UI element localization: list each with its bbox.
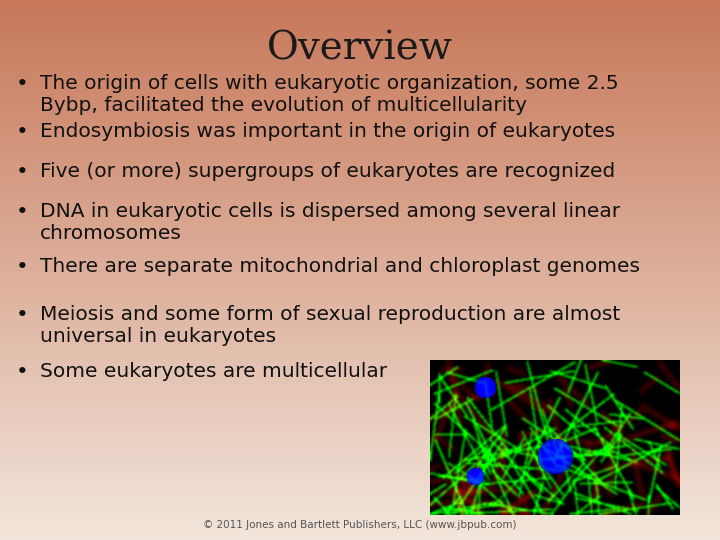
- Text: •: •: [16, 162, 28, 182]
- Text: © 2011 Jones and Bartlett Publishers, LLC (www.jbpub.com): © 2011 Jones and Bartlett Publishers, LL…: [203, 520, 517, 530]
- Text: universal in eukaryotes: universal in eukaryotes: [40, 327, 276, 346]
- Text: •: •: [16, 202, 28, 222]
- Text: Bybp, facilitated the evolution of multicellularity: Bybp, facilitated the evolution of multi…: [40, 96, 527, 115]
- Text: Endosymbiosis was important in the origin of eukaryotes: Endosymbiosis was important in the origi…: [40, 122, 615, 141]
- Text: •: •: [16, 74, 28, 94]
- Text: •: •: [16, 122, 28, 142]
- Text: chromosomes: chromosomes: [40, 224, 182, 243]
- Text: •: •: [16, 362, 28, 382]
- Text: The origin of cells with eukaryotic organization, some 2.5: The origin of cells with eukaryotic orga…: [40, 74, 618, 93]
- Text: Overview: Overview: [267, 30, 453, 67]
- Text: Five (or more) supergroups of eukaryotes are recognized: Five (or more) supergroups of eukaryotes…: [40, 162, 616, 181]
- Text: •: •: [16, 305, 28, 325]
- Text: •: •: [16, 257, 28, 277]
- Text: DNA in eukaryotic cells is dispersed among several linear: DNA in eukaryotic cells is dispersed amo…: [40, 202, 620, 221]
- Text: There are separate mitochondrial and chloroplast genomes: There are separate mitochondrial and chl…: [40, 257, 640, 276]
- Text: Some eukaryotes are multicellular: Some eukaryotes are multicellular: [40, 362, 387, 381]
- Text: Meiosis and some form of sexual reproduction are almost: Meiosis and some form of sexual reproduc…: [40, 305, 620, 324]
